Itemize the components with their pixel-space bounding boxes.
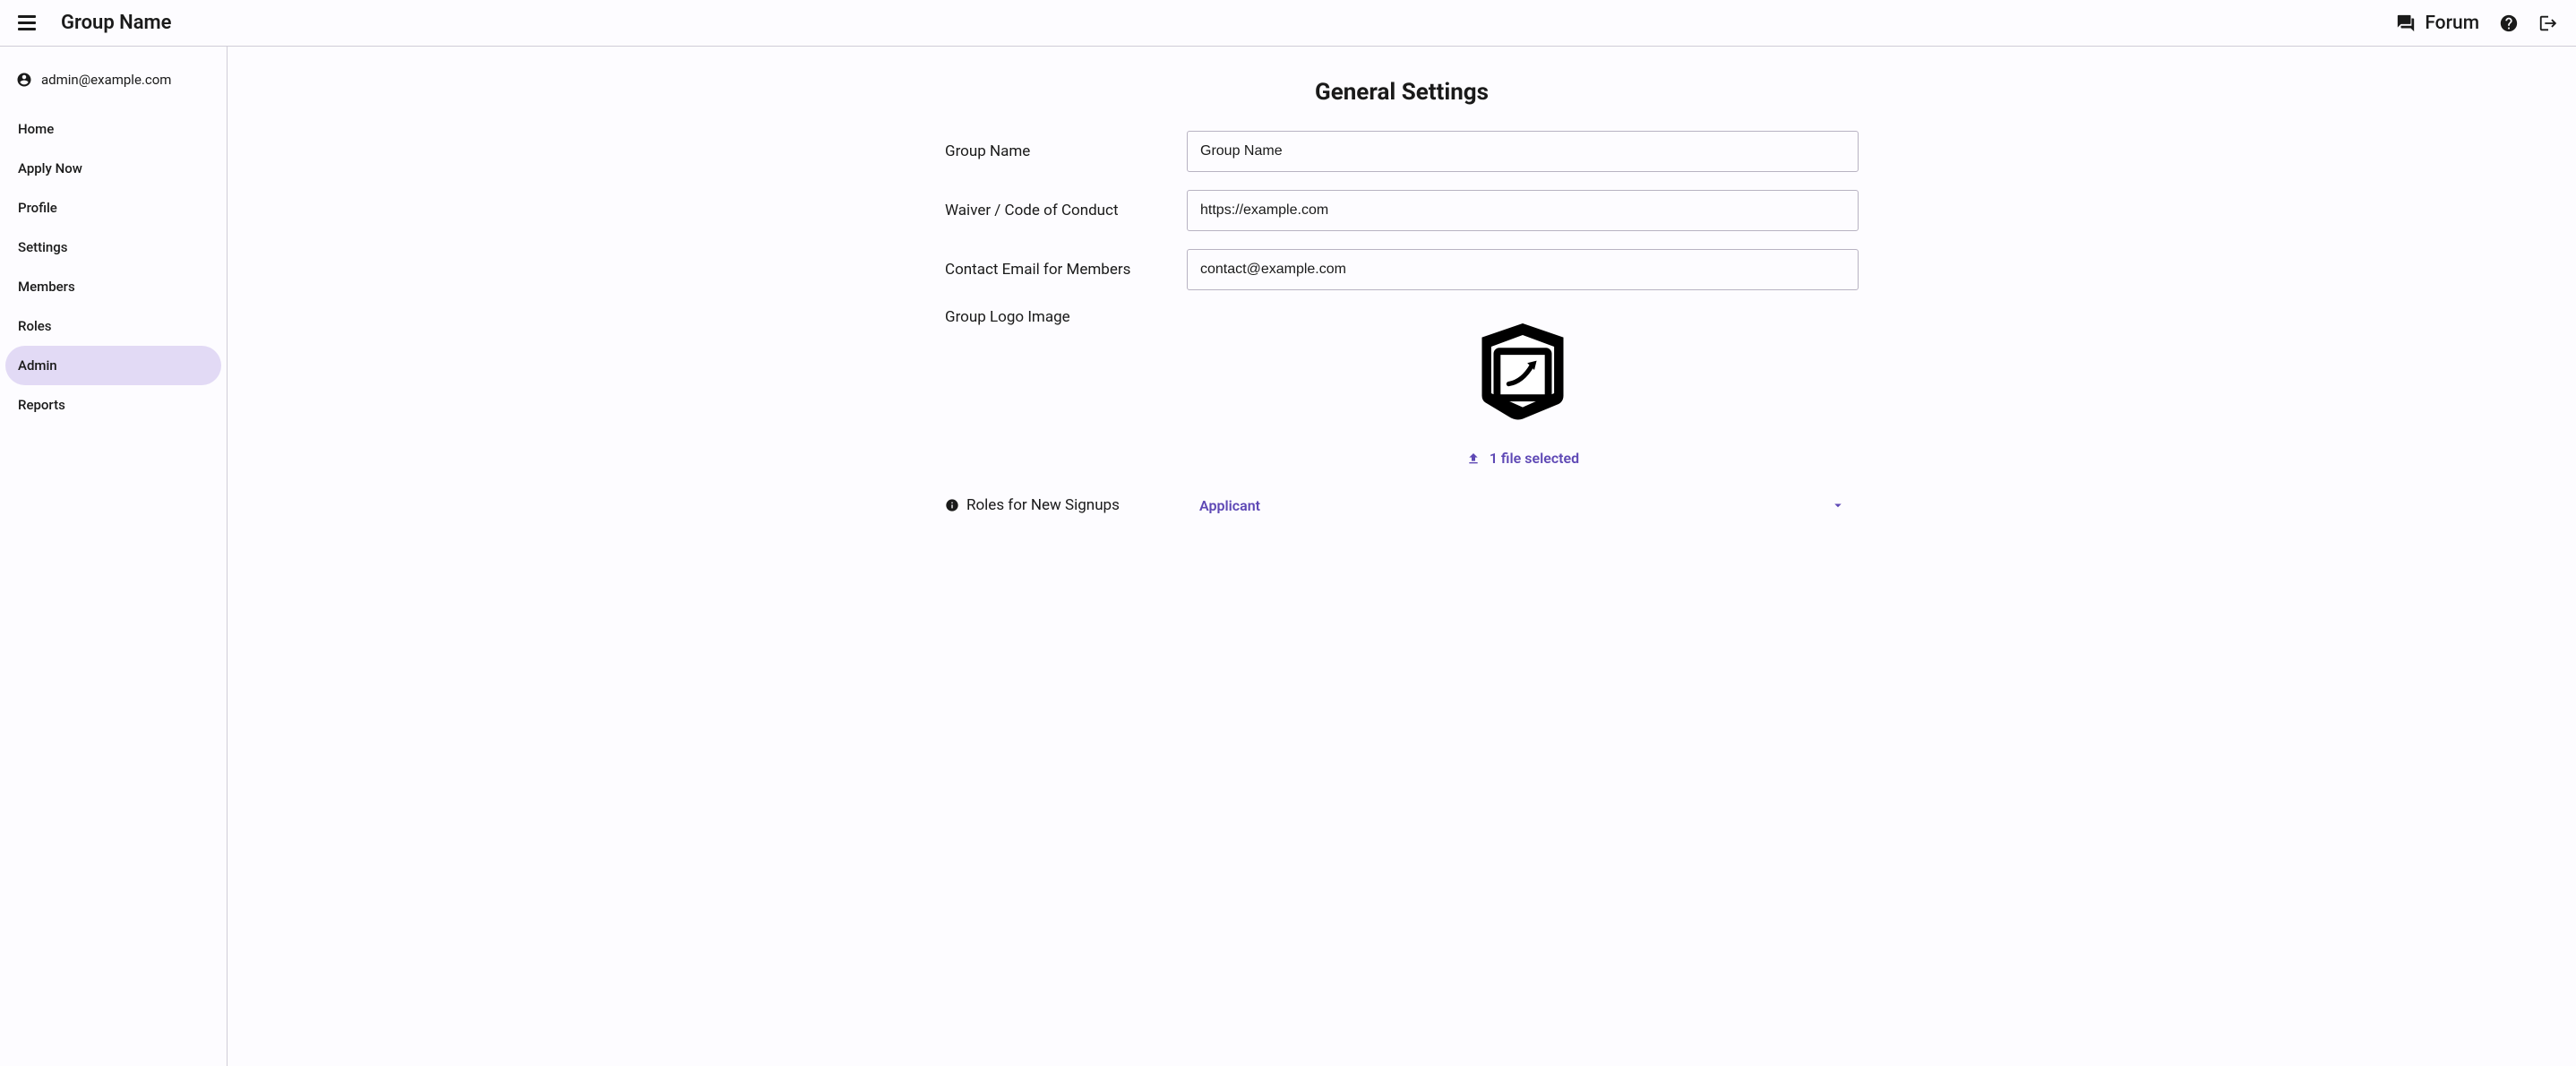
topbar: Group Name Forum: [0, 0, 2576, 47]
sidebar-item-apply[interactable]: Apply Now: [5, 149, 221, 188]
app-title: Group Name: [61, 12, 172, 34]
box-icon: [1464, 312, 1581, 428]
sidebar-item-settings[interactable]: Settings: [5, 228, 221, 267]
input-group-name[interactable]: [1187, 131, 1859, 172]
forum-label: Forum: [2425, 13, 2479, 34]
user-email: admin@example.com: [41, 72, 171, 88]
sidebar-item-home[interactable]: Home: [5, 109, 221, 149]
current-user[interactable]: admin@example.com: [5, 72, 221, 109]
forum-link[interactable]: Forum: [2396, 13, 2479, 34]
dropdown-signup-roles[interactable]: Applicant: [1187, 485, 1859, 526]
user-icon: [16, 72, 32, 88]
help-button[interactable]: [2499, 13, 2519, 33]
field-contact-email: Contact Email for Members: [945, 249, 1859, 290]
sidebar-item-profile[interactable]: Profile: [5, 188, 221, 228]
label-signup-roles: Roles for New Signups: [945, 496, 1187, 514]
help-icon: [2499, 13, 2519, 33]
upload-icon: [1466, 451, 1481, 466]
chevron-down-icon: [1830, 497, 1846, 513]
dropdown-value: Applicant: [1199, 497, 1260, 514]
sidebar-item-roles[interactable]: Roles: [5, 306, 221, 346]
input-waiver[interactable]: [1187, 190, 1859, 231]
field-waiver: Waiver / Code of Conduct: [945, 190, 1859, 231]
logout-icon: [2538, 13, 2558, 33]
main-content: General Settings Group Name Waiver / Cod…: [228, 47, 2576, 1066]
label-group-name: Group Name: [945, 142, 1187, 160]
input-contact-email[interactable]: [1187, 249, 1859, 290]
label-waiver: Waiver / Code of Conduct: [945, 202, 1187, 219]
page-title: General Settings: [228, 79, 2576, 106]
file-status-text: 1 file selected: [1490, 450, 1579, 467]
label-contact-email: Contact Email for Members: [945, 261, 1187, 279]
menu-icon[interactable]: [18, 14, 36, 32]
field-signup-roles: Roles for New Signups Applicant: [945, 485, 1859, 526]
chat-icon: [2396, 13, 2416, 33]
sidebar-item-members[interactable]: Members: [5, 267, 221, 306]
field-group-name: Group Name: [945, 131, 1859, 172]
file-upload-status[interactable]: 1 file selected: [1466, 450, 1579, 467]
sidebar-item-reports[interactable]: Reports: [5, 385, 221, 425]
sidebar: admin@example.com Home Apply Now Profile…: [0, 47, 228, 1066]
logo-preview: [1461, 308, 1584, 432]
info-icon: [945, 498, 959, 512]
field-logo: Group Logo Image: [945, 308, 1859, 467]
logout-button[interactable]: [2538, 13, 2558, 33]
sidebar-item-admin[interactable]: Admin: [5, 346, 221, 385]
label-logo: Group Logo Image: [945, 308, 1187, 326]
